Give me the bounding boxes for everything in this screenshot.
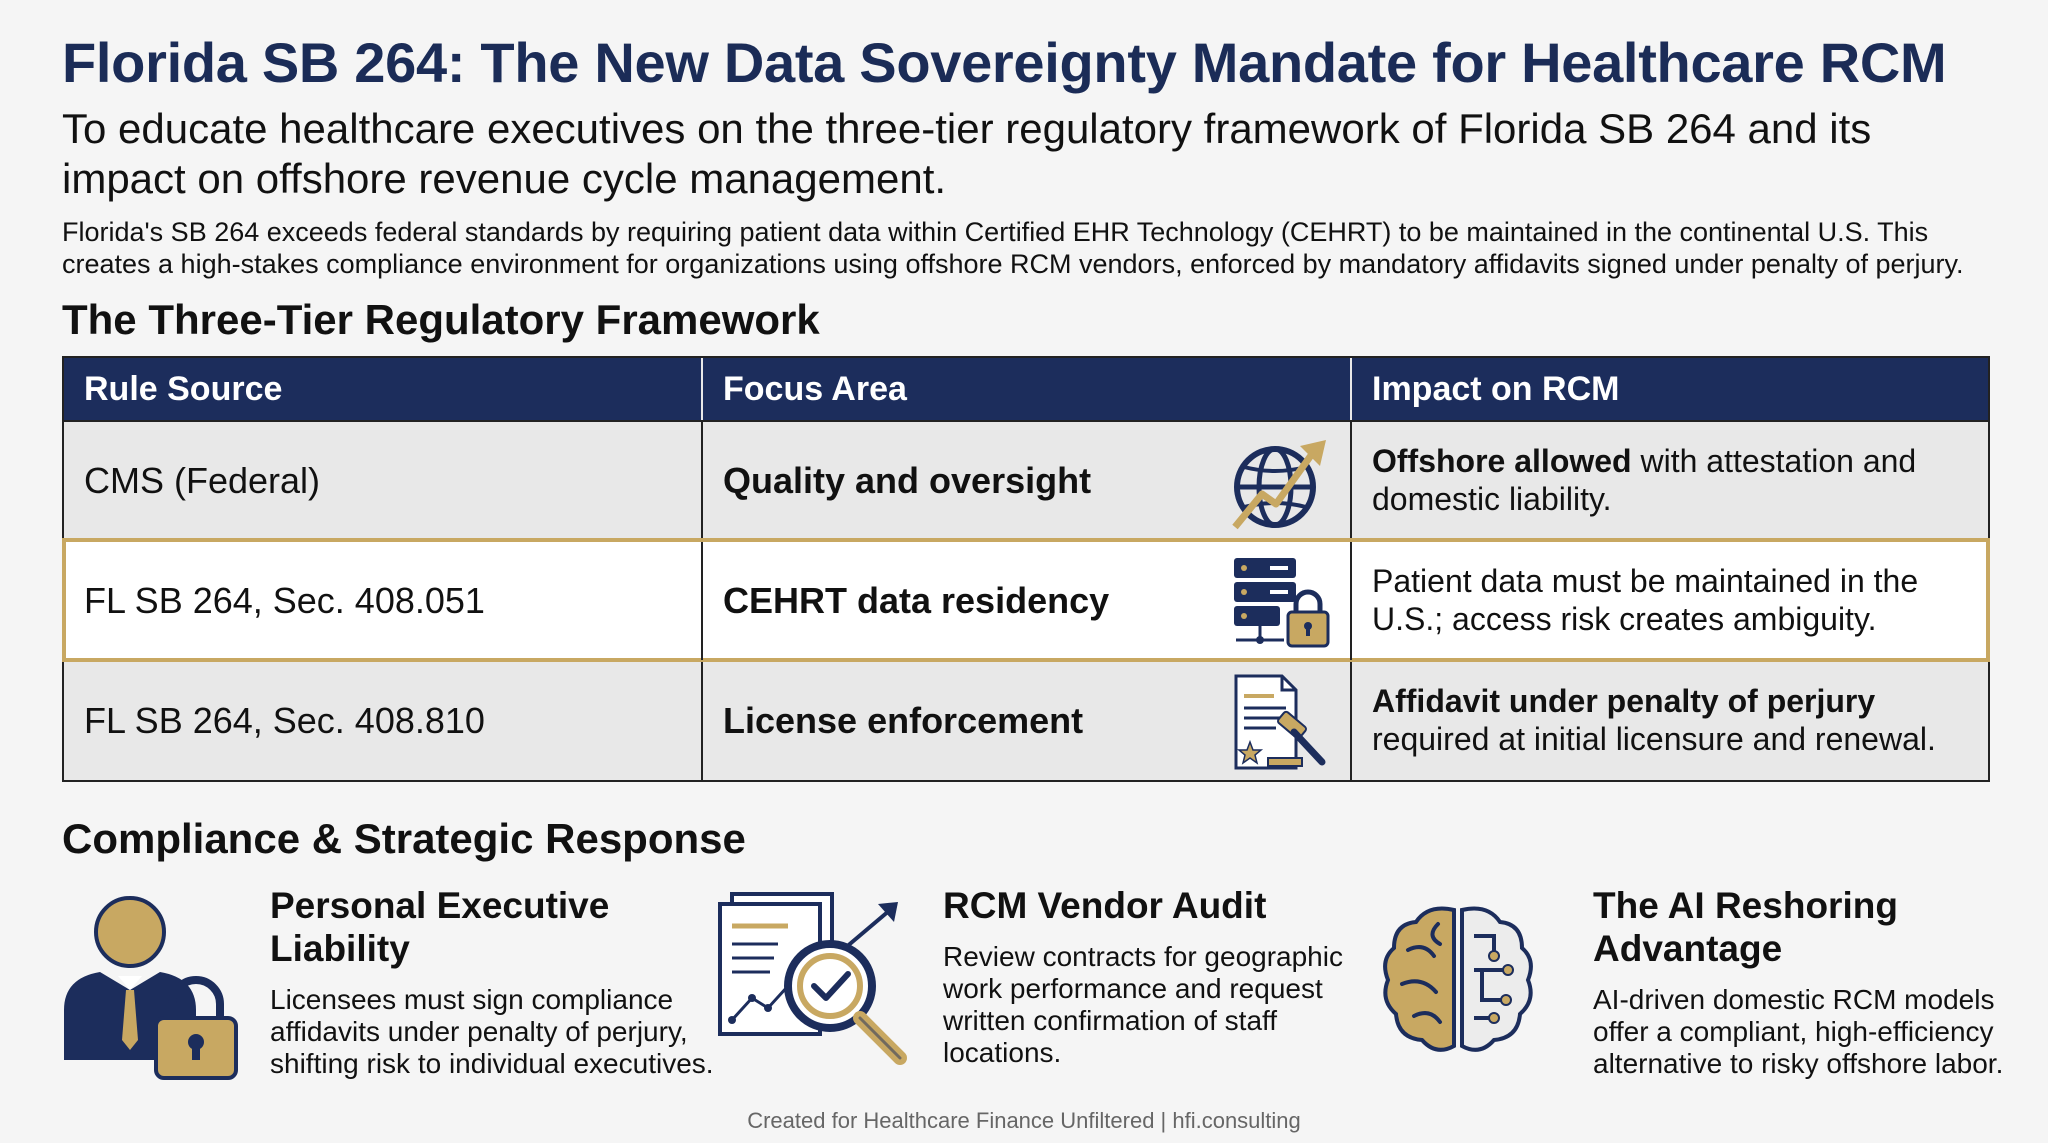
- focus-area-label: Quality and oversight: [723, 460, 1092, 501]
- footer-credit: Created for Healthcare Finance Unfiltere…: [747, 1108, 1301, 1133]
- table-row-highlighted: FL SB 264, Sec. 408.051 CEHRT data resid…: [62, 538, 1990, 662]
- impact-cell: Patient data must be maintained in the U…: [1352, 542, 1988, 660]
- page-title: Florida SB 264: The New Data Sovereignty…: [62, 31, 1947, 94]
- impact-emphasis: Offshore allowed: [1372, 443, 1632, 479]
- focus-area-cell: License enforcement: [703, 662, 1352, 780]
- table-row: FL SB 264, Sec. 408.810 License enforcem…: [64, 660, 1988, 780]
- card-title: RCM Vendor Audit: [943, 885, 1267, 926]
- impact-cell: Affidavit under penalty of perjury requi…: [1352, 662, 1988, 780]
- table-header: Rule Source Focus Area Impact on RCM: [64, 358, 1988, 420]
- card-title: The AI Reshoring Advantage: [1593, 885, 1898, 969]
- impact-emphasis: Affidavit under penalty of perjury: [1372, 683, 1876, 719]
- card-body: AI-driven domestic RCM models offer a co…: [1593, 984, 2004, 1079]
- table-row: CMS (Federal) Quality and oversight Offs…: [64, 420, 1988, 540]
- focus-area-cell: Quality and oversight: [703, 422, 1352, 540]
- focus-area-label: License enforcement: [723, 700, 1084, 741]
- impact-text: required at initial licensure and renewa…: [1372, 721, 1936, 757]
- column-header-focus-area: Focus Area: [703, 358, 1352, 420]
- card-title: Personal Executive Liability: [270, 885, 610, 969]
- ai-brain-icon: [1383, 906, 1533, 1052]
- rule-source-cell: CMS (Federal): [64, 422, 703, 540]
- impact-cell: Offshore allowed with attestation and do…: [1352, 422, 1988, 540]
- globe-arrow-icon: [1232, 440, 1326, 530]
- document-gavel-icon: [1234, 674, 1326, 770]
- focus-area-cell: CEHRT data residency: [703, 542, 1352, 660]
- card-body: Review contracts for geographic work per…: [943, 941, 1343, 1068]
- column-header-rule-source: Rule Source: [64, 358, 703, 420]
- card-body: Licensees must sign compliance affidavit…: [270, 984, 714, 1079]
- audit-magnifier-icon: [718, 892, 907, 1065]
- focus-area-label: CEHRT data residency: [723, 580, 1110, 621]
- impact-text: Patient data must be maintained in the U…: [1372, 563, 1919, 637]
- page-subtitle: To educate healthcare executives on the …: [62, 105, 1872, 202]
- framework-section-title: The Three-Tier Regulatory Framework: [62, 296, 820, 343]
- server-lock-icon: [1234, 558, 1330, 648]
- intro-paragraph: Florida's SB 264 exceeds federal standar…: [62, 217, 1964, 279]
- framework-table: Rule Source Focus Area Impact on RCM CMS…: [62, 356, 1990, 782]
- rule-source-cell: FL SB 264, Sec. 408.051: [64, 542, 703, 660]
- column-header-impact: Impact on RCM: [1372, 369, 1620, 408]
- response-section-title: Compliance & Strategic Response: [62, 815, 746, 862]
- rule-source-cell: FL SB 264, Sec. 408.810: [64, 662, 703, 780]
- executive-lock-icon: [64, 896, 238, 1080]
- impact-text: with attestation and domestic liability.: [1372, 443, 1917, 517]
